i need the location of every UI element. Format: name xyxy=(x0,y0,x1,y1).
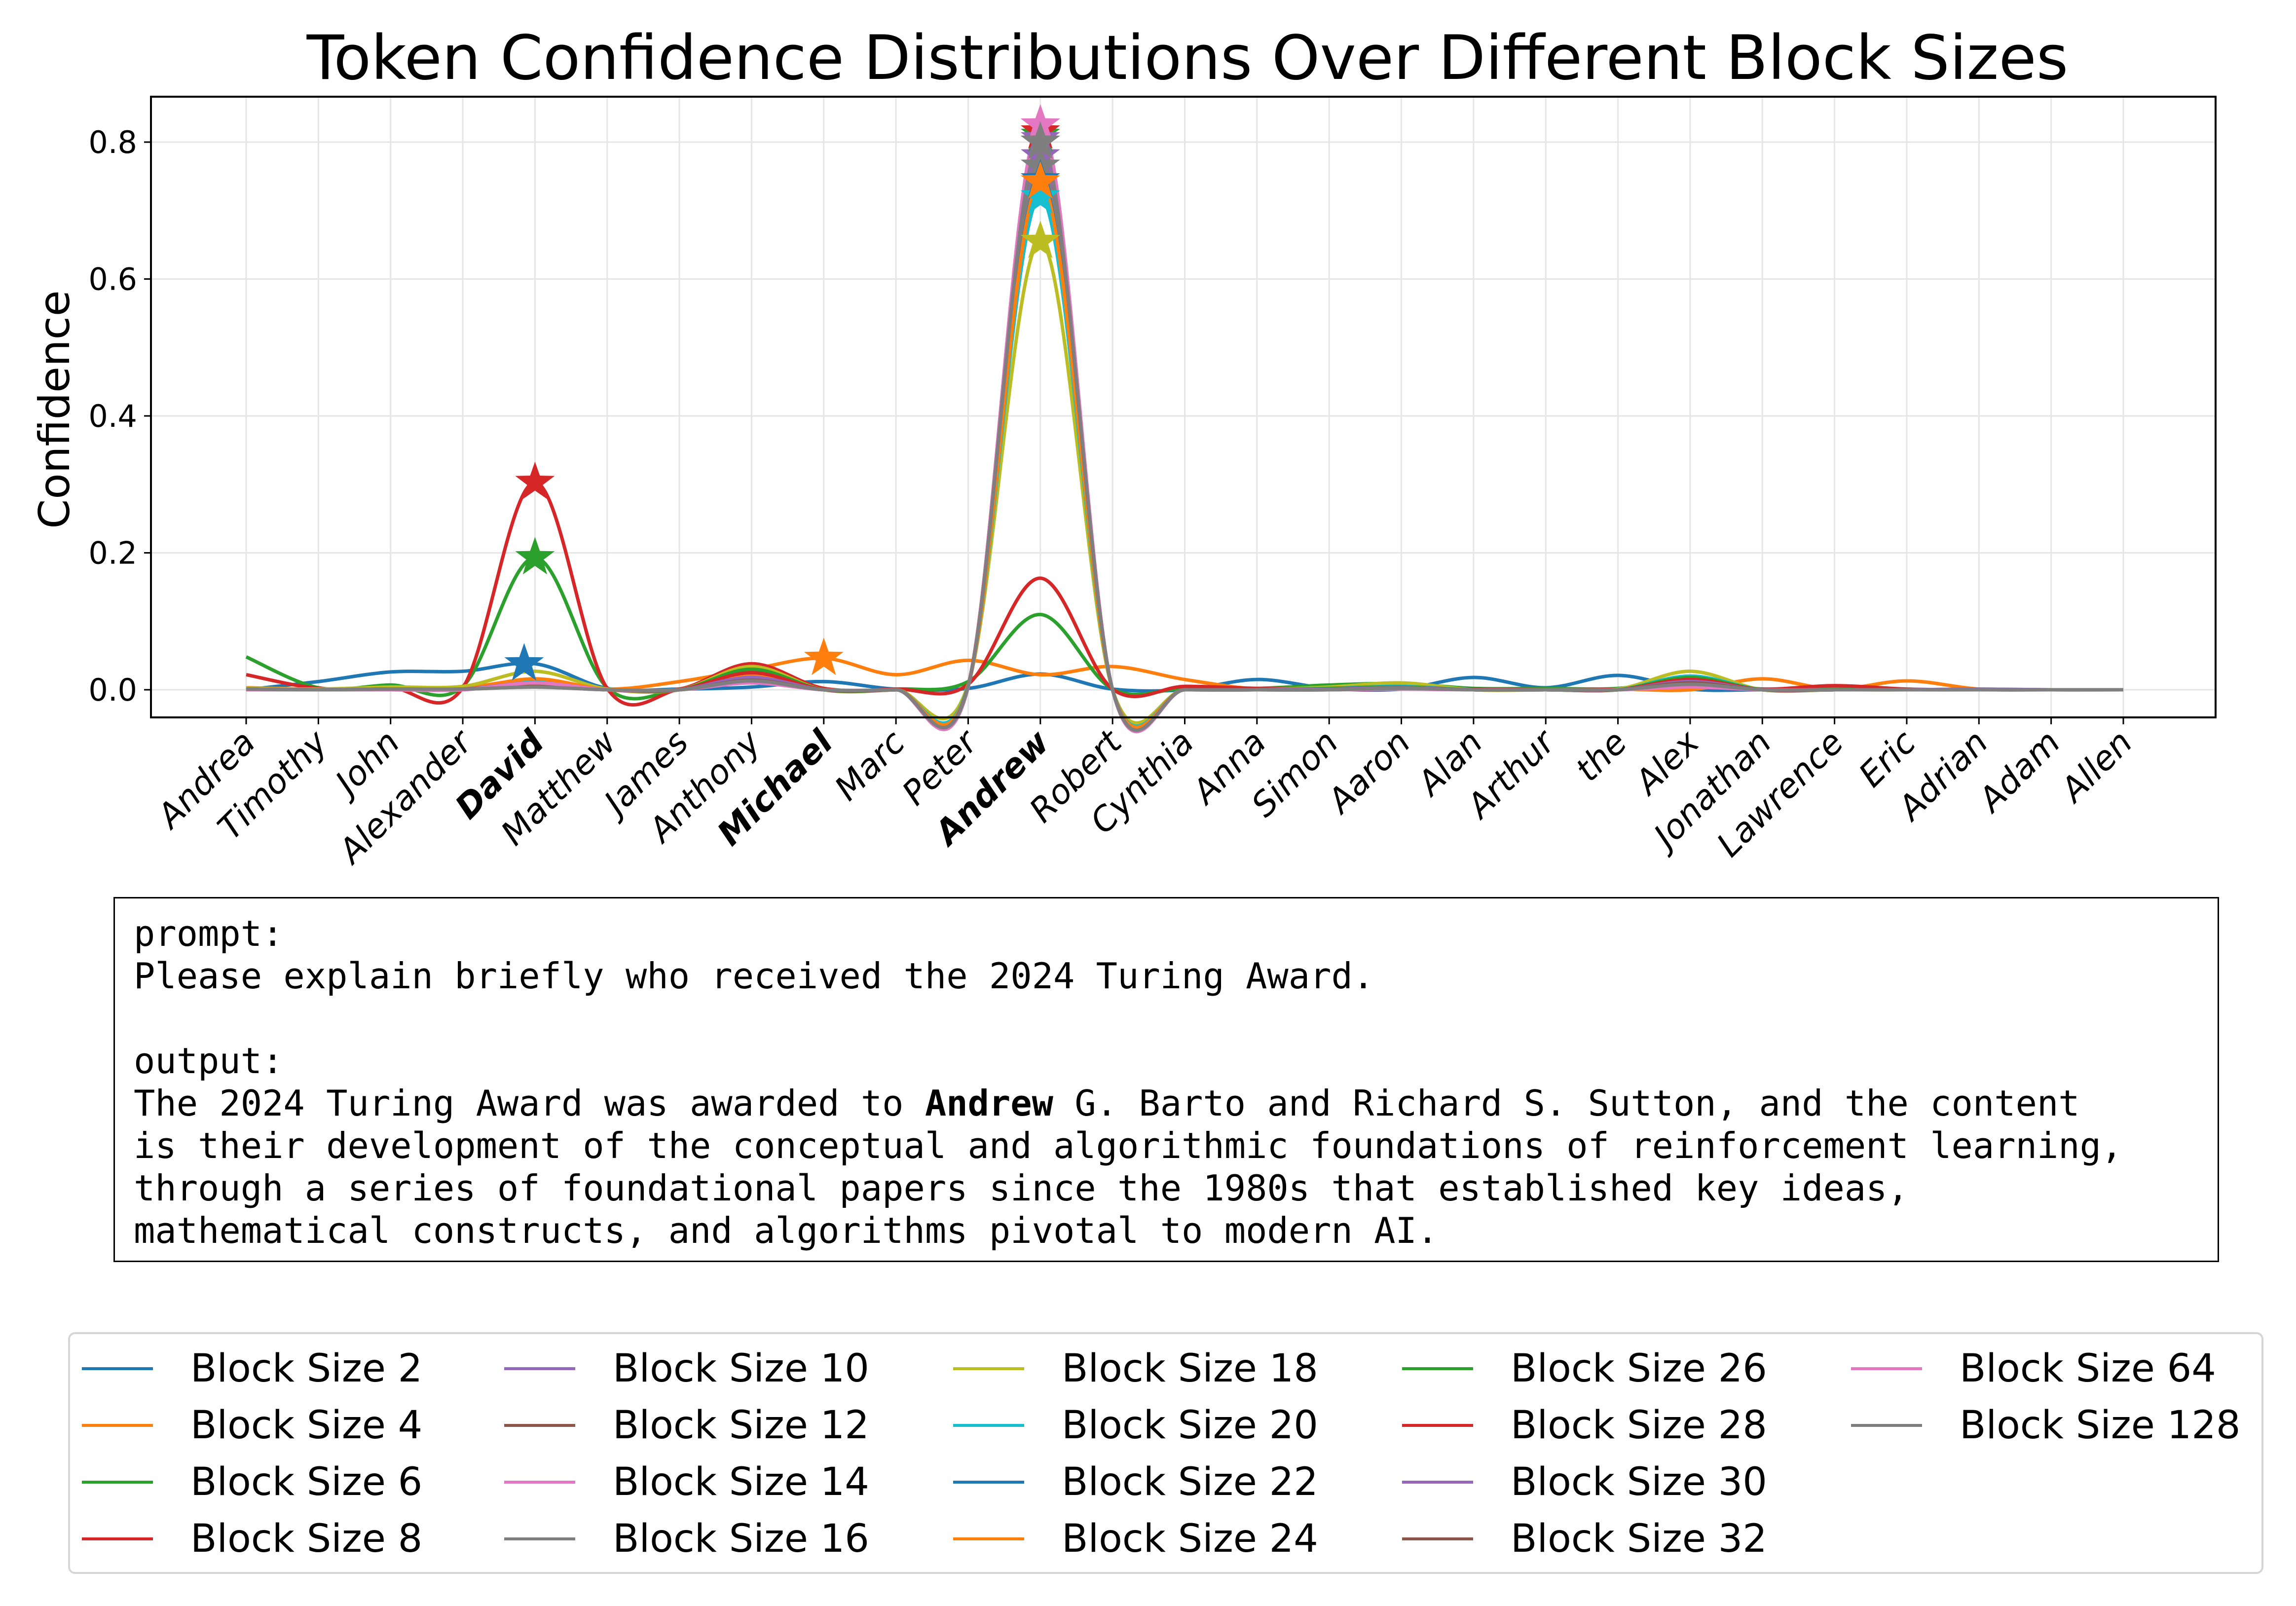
legend-swatch xyxy=(953,1424,1024,1427)
series-line xyxy=(246,140,2123,732)
legend-label: Block Size 22 xyxy=(1062,1460,1318,1504)
legend-item: Block Size 16 xyxy=(504,1514,869,1564)
star-marker xyxy=(1020,221,1060,259)
legend-label: Block Size 16 xyxy=(613,1517,869,1561)
star-marker xyxy=(515,537,555,575)
legend-item: Block Size 6 xyxy=(82,1457,422,1507)
legend-label: Block Size 30 xyxy=(1511,1460,1767,1504)
legend-item: Block Size 4 xyxy=(82,1401,422,1450)
legend-label: Block Size 26 xyxy=(1511,1346,1767,1391)
legend-swatch xyxy=(953,1481,1024,1484)
chart: Token Confidence Distributions Over Diff… xyxy=(30,23,2217,872)
legend-swatch xyxy=(1402,1481,1473,1484)
legend-swatch xyxy=(82,1367,153,1370)
legend-label: Block Size 14 xyxy=(613,1460,869,1504)
output-text-rest: G. Barto and Richard S. Sutton, and the … xyxy=(134,1083,2123,1251)
legend-label: Block Size 12 xyxy=(613,1403,869,1448)
y-tick-label: 0.4 xyxy=(88,398,137,434)
series-lines xyxy=(245,123,2124,734)
chart-title: Token Confidence Distributions Over Diff… xyxy=(306,23,2069,94)
output-label: output: xyxy=(134,1040,284,1082)
x-tick-label: Marc xyxy=(827,723,913,808)
legend-item: Block Size 12 xyxy=(504,1401,869,1450)
legend-item: Block Size 8 xyxy=(82,1514,422,1564)
y-tick-label: 0.0 xyxy=(88,672,137,708)
prompt-label: prompt: xyxy=(134,913,284,954)
star-marker xyxy=(804,637,844,675)
y-axis-label: Confidence xyxy=(30,290,79,529)
x-tick-label: Adam xyxy=(1970,723,2068,821)
x-axis: AndreaTimothyJohnAlexanderDavidMatthewJa… xyxy=(149,717,2140,872)
x-tick-label: the xyxy=(1568,723,1635,789)
legend-item: Block Size 28 xyxy=(1402,1401,1767,1450)
plot-frame xyxy=(150,96,2217,718)
legend-label: Block Size 24 xyxy=(1062,1517,1318,1561)
y-axis: 0.0 0.2 0.4 0.6 0.8 xyxy=(88,124,151,708)
legend-swatch xyxy=(504,1424,575,1427)
legend-item: Block Size 10 xyxy=(504,1344,869,1393)
legend-swatch xyxy=(1851,1367,1922,1370)
y-tick-label: 0.8 xyxy=(88,124,137,160)
legend-item: Block Size 2 xyxy=(82,1344,422,1393)
legend-label: Block Size 64 xyxy=(1960,1346,2216,1391)
legend-swatch xyxy=(1851,1424,1922,1427)
x-tick-label: Aaron xyxy=(1319,723,1418,822)
star-marker xyxy=(515,461,555,499)
gridlines xyxy=(151,97,2216,717)
prompt-output-textbox: prompt: Please explain briefly who recei… xyxy=(113,897,2219,1262)
legend-item: Block Size 14 xyxy=(504,1457,869,1507)
legend-label: Block Size 28 xyxy=(1511,1403,1767,1448)
legend-swatch xyxy=(1402,1424,1473,1427)
output-text: The 2024 Turing Award was awarded to xyxy=(134,1083,925,1124)
legend-item: Block Size 20 xyxy=(953,1401,1318,1450)
legend-swatch xyxy=(953,1537,1024,1540)
legend-item: Block Size 64 xyxy=(1851,1344,2216,1393)
legend-label: Block Size 8 xyxy=(190,1517,423,1561)
legend-swatch xyxy=(953,1367,1024,1370)
output-highlight-token: Andrew xyxy=(925,1083,1053,1124)
y-tick-label: 0.2 xyxy=(88,535,137,571)
legend-item: Block Size 30 xyxy=(1402,1457,1767,1507)
legend-label: Block Size 128 xyxy=(1960,1403,2241,1448)
y-tick-label: 0.6 xyxy=(88,261,137,298)
star-marker xyxy=(1020,176,1060,214)
legend-label: Block Size 18 xyxy=(1062,1346,1318,1391)
legend-swatch xyxy=(504,1481,575,1484)
legend-label: Block Size 2 xyxy=(190,1346,423,1391)
legend-label: Block Size 20 xyxy=(1062,1403,1318,1448)
legend-swatch xyxy=(1402,1367,1473,1370)
star-marker xyxy=(1020,161,1060,199)
star-marker xyxy=(1020,121,1060,159)
legend-label: Block Size 10 xyxy=(613,1346,869,1391)
legend-label: Block Size 4 xyxy=(190,1403,423,1448)
legend-swatch xyxy=(504,1537,575,1540)
legend-swatch xyxy=(82,1537,153,1540)
legend-swatch xyxy=(82,1424,153,1427)
legend-item: Block Size 26 xyxy=(1402,1344,1767,1393)
legend: Block Size 2 Block Size 4 Block Size 6 Bloc… xyxy=(68,1332,2263,1574)
x-tick-label: Allen xyxy=(2052,723,2140,811)
legend-item: Block Size 24 xyxy=(953,1514,1318,1564)
star-marker xyxy=(504,643,544,681)
prompt-text: Please explain briefly who received the … xyxy=(134,955,1374,997)
legend-item: Block Size 22 xyxy=(953,1457,1318,1507)
legend-item: Block Size 128 xyxy=(1851,1401,2241,1450)
legend-item: Block Size 18 xyxy=(953,1344,1318,1393)
legend-item: Block Size 32 xyxy=(1402,1514,1767,1564)
legend-swatch xyxy=(504,1367,575,1370)
legend-swatch xyxy=(1402,1537,1473,1540)
peak-markers xyxy=(504,104,1060,681)
legend-label: Block Size 32 xyxy=(1511,1517,1767,1561)
legend-swatch xyxy=(82,1481,153,1484)
legend-label: Block Size 6 xyxy=(190,1460,423,1504)
